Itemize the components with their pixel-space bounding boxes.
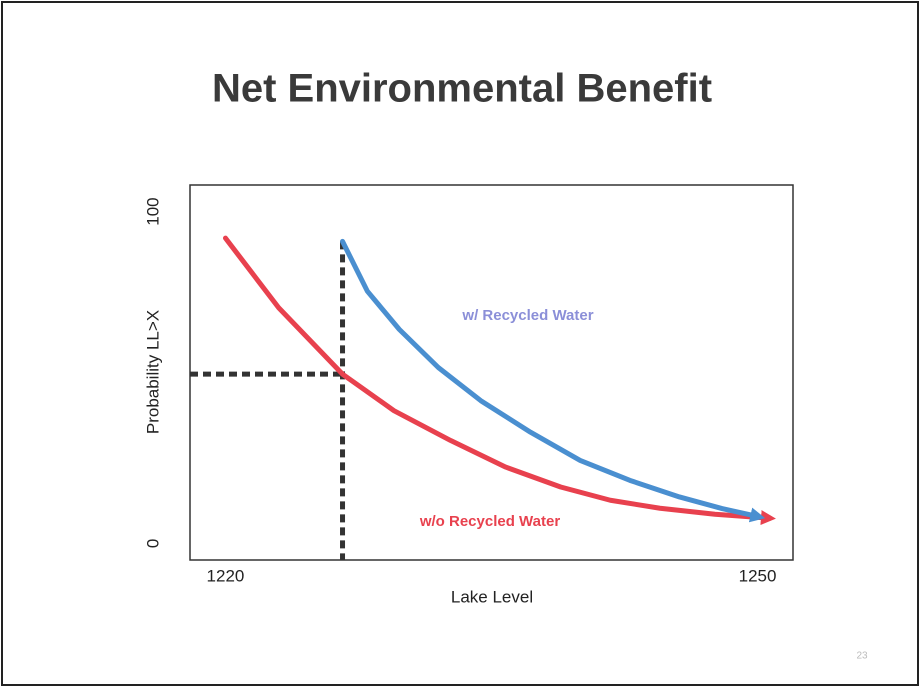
annotation: w/ Recycled Water bbox=[461, 307, 593, 324]
y-tick-label: 0 bbox=[143, 539, 162, 548]
x-tick-label: 1250 bbox=[739, 566, 777, 585]
y-tick-label: 100 bbox=[143, 197, 162, 225]
line-series bbox=[340, 238, 766, 523]
x-tick-label: 1220 bbox=[207, 566, 245, 585]
x-axis-label: Lake Level bbox=[451, 587, 533, 606]
y-axis-label: Probability LL>X bbox=[143, 310, 162, 434]
annotation: w/o Recycled Water bbox=[419, 513, 560, 530]
chart-title: Net Environmental Benefit bbox=[212, 67, 712, 111]
line-series bbox=[222, 235, 776, 526]
page-number: 23 bbox=[856, 651, 868, 662]
